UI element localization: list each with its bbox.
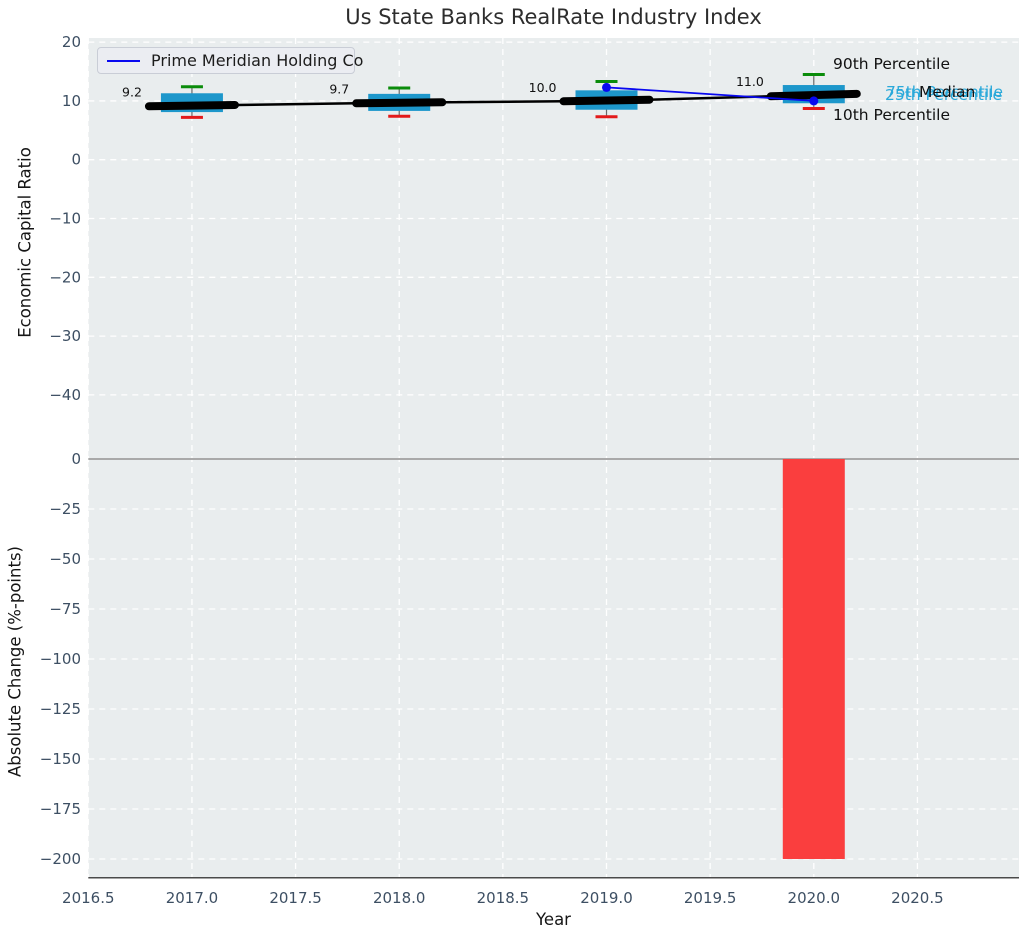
annotation-75th-percentile: 75th Percentile [886,83,1004,101]
ytick-bottom: −175 [40,800,81,818]
ytick-bottom: 0 [71,450,81,468]
ytick-bottom: −100 [40,650,81,668]
legend-line-sample [107,59,140,62]
legend-label: Prime Meridian Holding Co [151,51,364,70]
ytick-bottom: −125 [40,700,81,718]
median-value-label-2017: 9.2 [122,85,142,100]
ytick-top: −40 [49,386,81,404]
median-thick-2019 [559,95,654,106]
xtick: 2019.5 [684,889,737,907]
ytick-bottom: −25 [49,500,81,518]
ytick-top: 0 [71,151,81,169]
company-line [606,86,814,102]
ytick-bottom: −200 [40,850,81,868]
change-bar-2020 [782,459,845,859]
legend: Prime Meridian Holding Co [97,47,363,74]
ytick-top: −30 [49,327,81,345]
company-marker-2019 [602,82,612,92]
annotation-median: Median [919,83,976,101]
ytick-bottom: −150 [40,750,81,768]
ytick-bottom: −75 [49,600,81,618]
ytick-bottom: −50 [49,550,81,568]
median-thick-2018 [352,98,447,108]
x-axis-label: Year [536,910,571,929]
median-value-label-2019: 10.0 [529,80,557,95]
xtick: 2016.5 [62,889,115,907]
ytick-top: 20 [62,33,81,51]
annotation-90th-percentile: 90th Percentile [833,55,951,73]
xtick: 2017.0 [166,889,219,907]
ytick-top: −20 [49,268,81,286]
annotation-10th-percentile: 10th Percentile [833,106,951,124]
ytick-top: 10 [62,92,81,110]
median-value-label-2020: 11.0 [736,74,764,89]
company-marker-2020 [809,96,819,106]
xtick: 2019.0 [580,889,633,907]
y-axis-label-top: Economic Capital Ratio [15,147,35,338]
chart-title: Us State Banks RealRate Industry Index [345,5,762,29]
annotation-25th-percentile: 25th Percentile [885,86,1003,104]
xtick: 2020.5 [891,889,944,907]
xtick: 2017.5 [269,889,322,907]
xtick: 2018.0 [373,889,426,907]
plot-background [88,38,1020,877]
ytick-top: −10 [49,210,81,228]
median-thick-2020 [766,89,861,101]
median-thick-2017 [144,101,239,111]
y-axis-label-bottom: Absolute Change (%-points) [5,546,25,777]
xtick: 2018.5 [477,889,530,907]
median-value-label-2018: 9.7 [329,82,349,97]
xtick: 2020.0 [788,889,841,907]
